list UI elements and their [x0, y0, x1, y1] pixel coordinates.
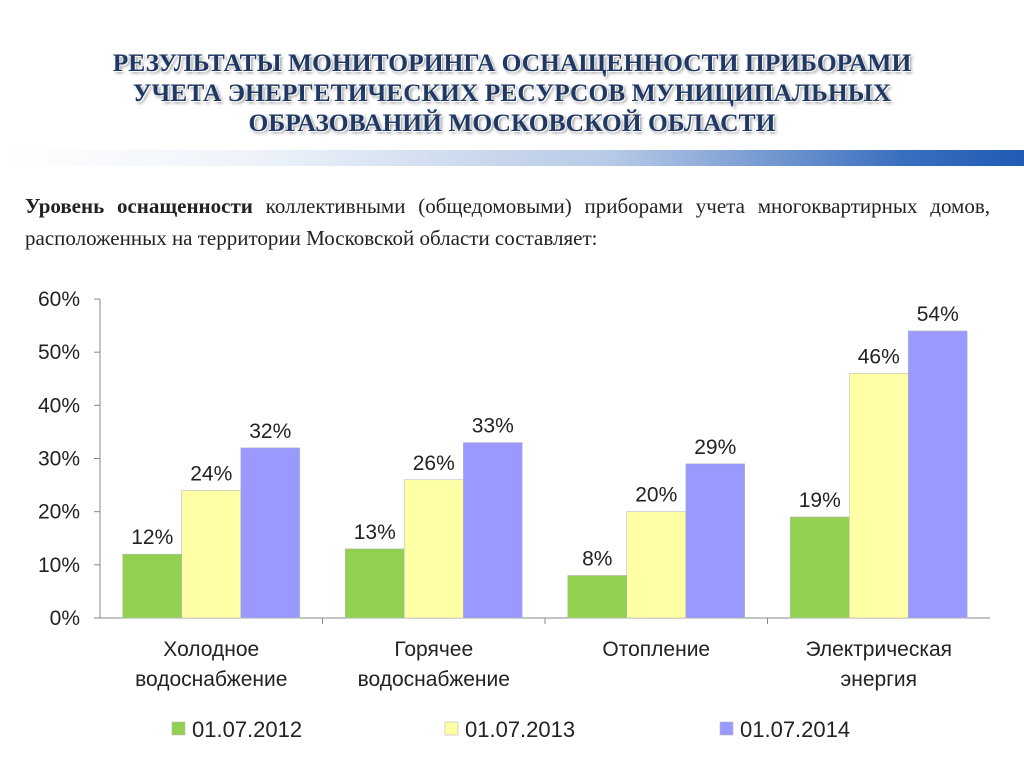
bar — [344, 548, 405, 619]
bar — [122, 553, 183, 619]
intro-text: коллективными (общедомовыми) приборами у… — [25, 194, 991, 250]
bar — [685, 463, 746, 619]
y-tick-label: 0% — [50, 607, 80, 630]
legend-swatch — [171, 721, 186, 736]
intro-bold: Уровень оснащенности — [25, 194, 253, 218]
data-label: 29% — [694, 436, 736, 459]
y-tick-label: 40% — [38, 394, 80, 417]
data-label: 8% — [582, 547, 612, 570]
legend-swatch — [719, 721, 734, 736]
bar — [626, 511, 687, 619]
bar — [240, 447, 301, 619]
bar — [567, 575, 628, 619]
title-line-1: РЕЗУЛЬТАТЫ МОНИТОРИНГА ОСНАЩЕННОСТИ ПРИБ… — [112, 48, 912, 77]
title-line-2: УЧЕТА ЭНЕРГЕТИЧЕСКИХ РЕСУРСОВ МУНИЦИПАЛЬ… — [132, 78, 892, 107]
y-tick-label: 30% — [38, 448, 80, 471]
legend-label: 01.07.2013 — [465, 717, 575, 742]
bar — [907, 330, 968, 619]
y-tick-label: 10% — [38, 554, 80, 577]
legend-label: 01.07.2012 — [192, 717, 302, 742]
data-label: 24% — [190, 462, 232, 485]
page-title: РЕЗУЛЬТАТЫ МОНИТОРИНГА ОСНАЩЕННОСТИ ПРИБ… — [0, 48, 1024, 138]
x-category-label: Электрическая — [805, 638, 952, 661]
bar — [789, 516, 850, 619]
bar — [403, 479, 464, 619]
y-tick-label: 20% — [38, 501, 80, 524]
data-label: 33% — [472, 415, 514, 438]
x-category-label: Горячее — [394, 638, 473, 661]
data-label: 20% — [635, 484, 677, 507]
bar — [462, 442, 523, 619]
x-category-label: Холодное — [163, 638, 259, 661]
x-category-label: Отопление — [602, 638, 710, 661]
x-category-label: водоснабжение — [358, 668, 510, 691]
intro-paragraph: Уровень оснащенности коллективными (обще… — [25, 190, 990, 254]
data-label: 46% — [858, 345, 900, 368]
bar — [181, 490, 242, 619]
data-label: 54% — [917, 303, 959, 326]
data-label: 32% — [249, 420, 291, 443]
x-category-label: энергия — [841, 668, 917, 691]
y-tick-label: 60% — [38, 288, 80, 311]
bar — [848, 373, 909, 619]
data-label: 13% — [354, 521, 396, 544]
header-gradient-band — [0, 150, 1024, 166]
legend-swatch — [444, 721, 459, 736]
x-category-label: водоснабжение — [135, 668, 287, 691]
legend-label: 01.07.2014 — [740, 717, 850, 742]
title-line-3: ОБРАЗОВАНИЙ МОСКОВСКОЙ ОБЛАСТИ — [248, 108, 776, 137]
data-label: 26% — [413, 452, 455, 475]
y-tick-label: 50% — [38, 341, 80, 364]
data-label: 19% — [799, 489, 841, 512]
data-label: 12% — [131, 526, 173, 549]
